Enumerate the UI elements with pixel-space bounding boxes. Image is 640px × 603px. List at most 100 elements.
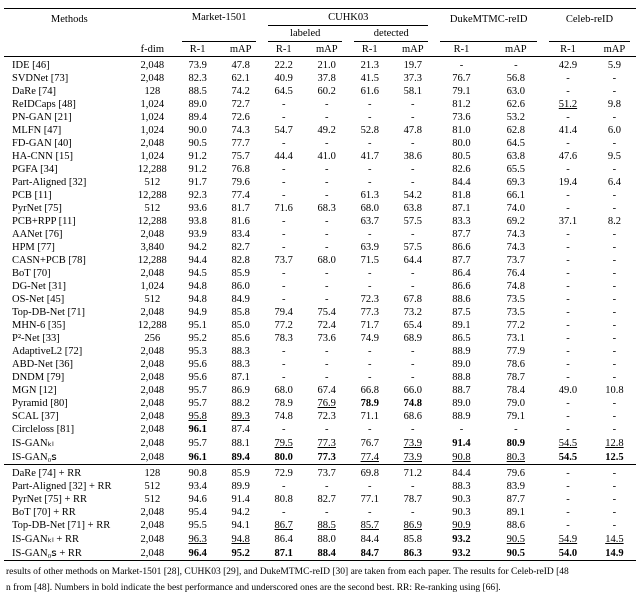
cell: 10.8 xyxy=(593,384,636,397)
cell: 90.5 xyxy=(176,137,219,150)
cell: - xyxy=(593,111,636,124)
cell: 52.8 xyxy=(348,124,391,137)
cell: 83.3 xyxy=(434,215,488,228)
cell: - xyxy=(543,280,593,293)
cell: 79.6 xyxy=(489,467,543,480)
cell: 21.3 xyxy=(348,59,391,72)
cell: 89.0 xyxy=(434,358,488,371)
cell: - xyxy=(391,267,434,280)
cell: 80.0 xyxy=(262,450,305,465)
method-name: FD-GAN [40] xyxy=(4,137,129,150)
cell: 69.2 xyxy=(489,215,543,228)
cell: - xyxy=(262,480,305,493)
table-row: Top-DB-Net [71] + RR2,04895.594.186.788.… xyxy=(4,519,636,532)
cell: 79.4 xyxy=(262,306,305,319)
table-row: P²-Net [33]25695.285.678.373.674.968.986… xyxy=(4,332,636,345)
cell: 76.7 xyxy=(434,72,488,85)
cell: - xyxy=(348,371,391,384)
cell: - xyxy=(543,111,593,124)
cell: - xyxy=(593,202,636,215)
cell: 86.9 xyxy=(219,384,262,397)
cell: 72.9 xyxy=(262,467,305,480)
cell: 40.9 xyxy=(262,72,305,85)
cell: 93.2 xyxy=(434,532,488,546)
cell: 79.6 xyxy=(219,176,262,189)
table-row: MHN-6 [35]12,28895.185.077.272.471.765.4… xyxy=(4,319,636,332)
cell: 88.0 xyxy=(305,532,348,546)
cell: 74.0 xyxy=(489,202,543,215)
cell: 74.8 xyxy=(391,397,434,410)
cell: 84.4 xyxy=(434,467,488,480)
cell: 90.3 xyxy=(434,493,488,506)
table-row: HPM [77]3,84094.282.7--63.957.586.674.3-… xyxy=(4,241,636,254)
fdim: 12,288 xyxy=(129,215,177,228)
fdim: 2,048 xyxy=(129,345,177,358)
cell: 80.9 xyxy=(489,436,543,450)
cell: 37.1 xyxy=(543,215,593,228)
cell: - xyxy=(262,189,305,202)
table-row: Circleloss [81]2,04896.187.4-------- xyxy=(4,423,636,436)
cell: - xyxy=(543,371,593,384)
cell: 80.0 xyxy=(434,137,488,150)
cell: - xyxy=(305,371,348,384)
cell: 5.9 xyxy=(593,59,636,72)
table-row: IS-GANₖₗ2,04895.788.179.577.376.773.991.… xyxy=(4,436,636,450)
cell: 47.8 xyxy=(219,59,262,72)
cell: 22.2 xyxy=(262,59,305,72)
cell: 94.8 xyxy=(176,293,219,306)
cell: 67.4 xyxy=(305,384,348,397)
fdim: 512 xyxy=(129,202,177,215)
caption-line-1: results of other methods on Market-1501 … xyxy=(4,567,636,579)
cell: 87.1 xyxy=(219,371,262,384)
cell: - xyxy=(593,189,636,202)
cell: 94.4 xyxy=(176,254,219,267)
cell: 74.9 xyxy=(348,332,391,345)
cell: - xyxy=(593,228,636,241)
cell: 62.1 xyxy=(219,72,262,85)
cell: 71.1 xyxy=(348,410,391,423)
cell: - xyxy=(305,480,348,493)
cell: 78.7 xyxy=(391,493,434,506)
cell: 63.8 xyxy=(489,150,543,163)
cell: 93.9 xyxy=(176,228,219,241)
method-name: MGN [12] xyxy=(4,384,129,397)
cell: 88.5 xyxy=(305,519,348,532)
cell: 66.8 xyxy=(348,384,391,397)
cell: - xyxy=(305,176,348,189)
method-name: BoT [70] xyxy=(4,267,129,280)
cell: - xyxy=(543,506,593,519)
cell: 78.3 xyxy=(262,332,305,345)
cell: 96.3 xyxy=(176,532,219,546)
cell: 14.9 xyxy=(593,546,636,561)
cell: 71.6 xyxy=(262,202,305,215)
cell: - xyxy=(593,480,636,493)
cell: 65.4 xyxy=(391,319,434,332)
fdim: 2,048 xyxy=(129,546,177,561)
cell: - xyxy=(593,306,636,319)
cell: 74.2 xyxy=(219,85,262,98)
cell: - xyxy=(348,228,391,241)
cell: 79.0 xyxy=(489,397,543,410)
cell: 82.8 xyxy=(219,254,262,267)
cell: 82.7 xyxy=(219,241,262,254)
cell: - xyxy=(543,137,593,150)
header-row-2: labeled detected xyxy=(4,27,636,40)
table-row: Pyramid [80]2,04895.788.278.976.978.974.… xyxy=(4,397,636,410)
cell: - xyxy=(262,423,305,436)
cell: 93.2 xyxy=(434,546,488,561)
cell: 95.3 xyxy=(176,345,219,358)
fdim: 1,024 xyxy=(129,111,177,124)
cell: - xyxy=(543,319,593,332)
cell: 85.8 xyxy=(391,532,434,546)
cell: - xyxy=(262,345,305,358)
cell: - xyxy=(593,506,636,519)
cell: - xyxy=(305,423,348,436)
cell: 66.0 xyxy=(391,384,434,397)
cell: 87.7 xyxy=(434,228,488,241)
cell: 78.6 xyxy=(489,358,543,371)
cell: 41.7 xyxy=(348,150,391,163)
cell: - xyxy=(391,371,434,384)
cell: 96.1 xyxy=(176,423,219,436)
cell: 64.5 xyxy=(489,137,543,150)
h-celeb: Celeb-reID xyxy=(543,11,636,27)
